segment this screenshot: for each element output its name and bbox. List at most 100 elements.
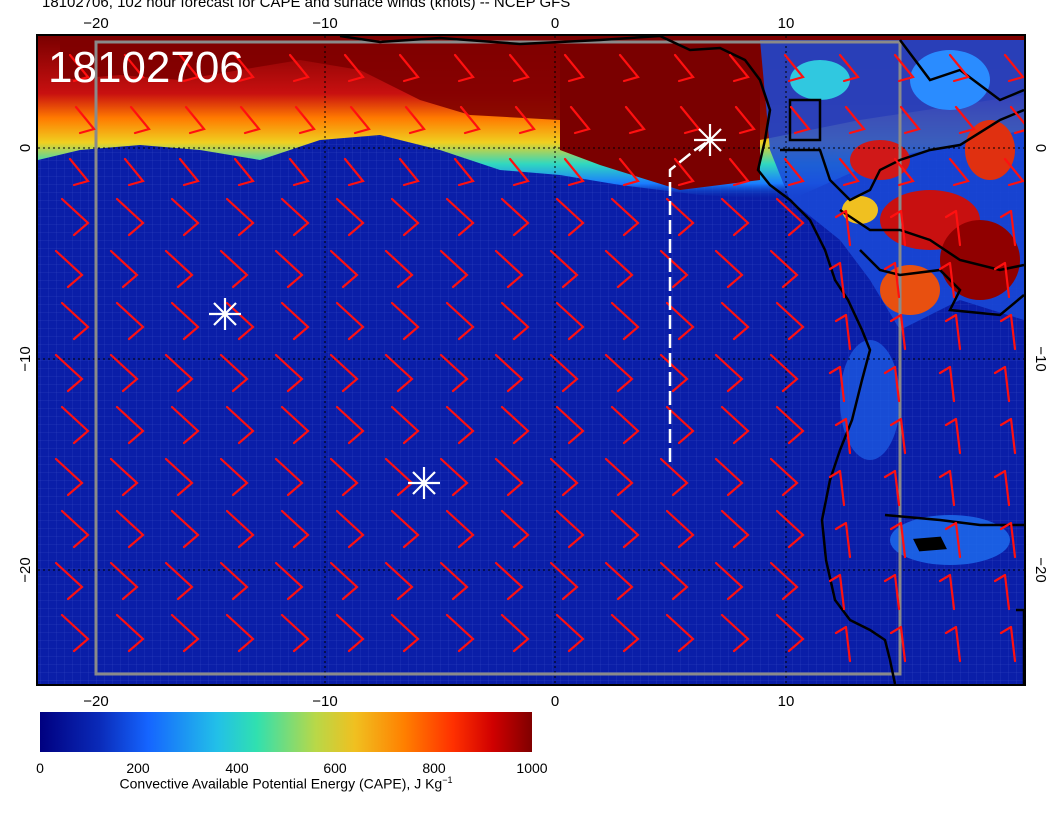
wind-barb bbox=[390, 301, 420, 341]
lon-tick-bottom: 0 bbox=[551, 693, 559, 710]
wind-barb bbox=[954, 105, 976, 135]
wind-barb bbox=[500, 197, 530, 237]
lon-tick-top: −20 bbox=[83, 15, 108, 32]
lat-tick-right: −20 bbox=[1032, 557, 1049, 582]
lon-tick-bottom: −20 bbox=[83, 693, 108, 710]
wind-barb bbox=[775, 197, 805, 237]
wind-barb bbox=[944, 625, 962, 663]
wind-barb bbox=[714, 353, 744, 393]
wind-barb bbox=[769, 353, 799, 393]
wind-barb bbox=[329, 457, 359, 497]
wind-barb bbox=[170, 405, 200, 445]
wind-barb bbox=[720, 509, 750, 549]
wind-barb bbox=[555, 197, 585, 237]
wind-barb bbox=[665, 197, 695, 237]
wind-barb bbox=[329, 561, 359, 601]
wind-barb bbox=[549, 353, 579, 393]
wind-barb bbox=[1003, 157, 1024, 187]
colorbar-tick: 800 bbox=[422, 760, 446, 776]
wind-barb bbox=[720, 405, 750, 445]
wind-barb bbox=[225, 405, 255, 445]
wind-barb bbox=[109, 561, 139, 601]
wind-barb bbox=[720, 301, 750, 341]
wind-barb bbox=[665, 509, 695, 549]
star-marker bbox=[209, 298, 241, 330]
wind-barb bbox=[225, 613, 255, 653]
wind-barb bbox=[60, 509, 90, 549]
wind-barb bbox=[280, 509, 310, 549]
wind-barb bbox=[948, 157, 970, 187]
wind-barb bbox=[280, 301, 310, 341]
wind-barb bbox=[514, 105, 536, 135]
wind-barb bbox=[335, 197, 365, 237]
wind-barb bbox=[783, 157, 805, 187]
wind-barb bbox=[549, 561, 579, 601]
wind-barb bbox=[115, 197, 145, 237]
flight-track bbox=[668, 138, 711, 462]
wind-barb bbox=[728, 53, 750, 83]
wind-barb bbox=[889, 209, 907, 247]
lat-tick-right: −10 bbox=[1032, 346, 1049, 371]
wind-barb bbox=[508, 157, 530, 187]
wind-barb bbox=[225, 197, 255, 237]
wind-barb bbox=[288, 157, 310, 187]
lat-tick-left: 0 bbox=[17, 144, 34, 152]
wind-barb bbox=[60, 301, 90, 341]
wind-barb bbox=[789, 105, 811, 135]
wind-barb bbox=[54, 249, 84, 289]
wind-barb bbox=[335, 509, 365, 549]
map-title: 18102706, 102 hour forecast for CAPE and… bbox=[42, 0, 571, 11]
wind-barb bbox=[938, 365, 956, 403]
wind-barb bbox=[938, 469, 956, 507]
wind-barb bbox=[673, 53, 695, 83]
wind-barb bbox=[335, 613, 365, 653]
wind-barb bbox=[720, 197, 750, 237]
wind-barb bbox=[129, 105, 151, 135]
colorbar-label-main: Convective Available Potential Energy (C… bbox=[119, 775, 443, 792]
wind-barb bbox=[390, 613, 420, 653]
wind-barb bbox=[335, 405, 365, 445]
wind-barb bbox=[828, 365, 846, 403]
wind-barb bbox=[720, 613, 750, 653]
lon-tick-bottom: 10 bbox=[778, 693, 795, 710]
wind-barb bbox=[445, 301, 475, 341]
wind-barb bbox=[115, 509, 145, 549]
lon-tick-top: −10 bbox=[312, 15, 337, 32]
lat-tick-right: 0 bbox=[1032, 144, 1049, 152]
wind-barb bbox=[993, 365, 1011, 403]
wind-barb bbox=[384, 353, 414, 393]
wind-barb bbox=[239, 105, 261, 135]
wind-barb bbox=[445, 405, 475, 445]
wind-barb bbox=[219, 457, 249, 497]
wind-barb bbox=[68, 157, 90, 187]
wind-barb bbox=[219, 353, 249, 393]
wind-barb bbox=[384, 561, 414, 601]
lon-tick-top: 0 bbox=[551, 15, 559, 32]
wind-barb bbox=[343, 53, 365, 83]
wind-barb bbox=[390, 509, 420, 549]
wind-barb bbox=[280, 197, 310, 237]
wind-barb bbox=[714, 249, 744, 289]
wind-barb bbox=[500, 405, 530, 445]
wind-barb bbox=[178, 53, 200, 83]
wind-barb bbox=[60, 405, 90, 445]
wind-barbs bbox=[54, 53, 1024, 663]
lon-tick-top: 10 bbox=[778, 15, 795, 32]
wind-barb bbox=[294, 105, 316, 135]
wind-barb bbox=[665, 405, 695, 445]
wind-barb bbox=[439, 457, 469, 497]
wind-barb bbox=[728, 157, 750, 187]
wind-barb bbox=[659, 561, 689, 601]
wind-barb bbox=[54, 353, 84, 393]
wind-barb bbox=[494, 561, 524, 601]
lon-tick-bottom: −10 bbox=[312, 693, 337, 710]
wind-barb bbox=[549, 249, 579, 289]
wind-barb bbox=[164, 353, 194, 393]
wind-barb bbox=[889, 521, 907, 559]
wind-barb bbox=[555, 405, 585, 445]
wind-barb bbox=[329, 353, 359, 393]
wind-barb bbox=[508, 53, 530, 83]
wind-barb bbox=[883, 573, 901, 611]
wind-barb bbox=[604, 249, 634, 289]
wind-barb bbox=[115, 405, 145, 445]
